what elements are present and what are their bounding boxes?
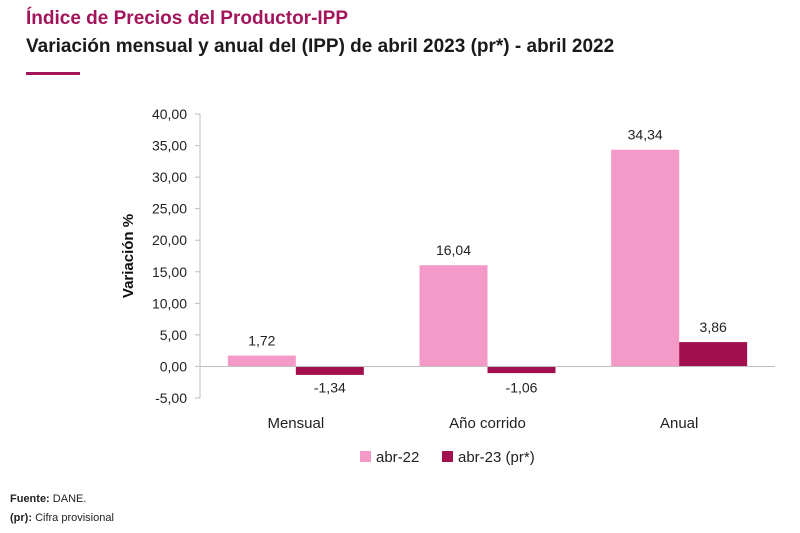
bar-abr-23-1 bbox=[487, 366, 556, 374]
footer-provisional: (pr): Cifra provisional bbox=[10, 512, 114, 524]
y-tick-label: 20,00 bbox=[152, 232, 187, 248]
legend-label: abr-22 bbox=[376, 449, 419, 466]
data-label: -1,34 bbox=[314, 379, 346, 395]
legend-swatch-1 bbox=[442, 451, 453, 462]
data-label: 16,04 bbox=[436, 242, 471, 258]
source-label: Fuente: bbox=[10, 493, 50, 505]
x-axis: Mensual Año corrido Anual bbox=[200, 365, 775, 432]
x-category-label: Año corrido bbox=[449, 415, 526, 432]
chart-title: Índice de Precios del Productor-IPP bbox=[26, 8, 349, 29]
y-tick-label: 30,00 bbox=[152, 169, 187, 185]
bars bbox=[227, 149, 748, 375]
data-label: 34,34 bbox=[628, 127, 663, 143]
y-tick-label: 25,00 bbox=[152, 201, 187, 217]
y-axis-title: Variación % bbox=[120, 214, 137, 298]
footer-source: Fuente: DANE. bbox=[10, 493, 86, 505]
bar-abr-22-2 bbox=[611, 149, 680, 367]
bar-chart: -5,00 0,00 5,00 10,00 15,00 20,00 25,00 30,00 35… bbox=[120, 106, 775, 466]
bar-abr-22-0 bbox=[227, 355, 296, 367]
x-category-label: Anual bbox=[660, 415, 698, 432]
bar-abr-23-0 bbox=[295, 366, 364, 375]
y-tick-label: 40,00 bbox=[152, 106, 187, 122]
y-tick-label: 10,00 bbox=[152, 295, 187, 311]
y-tick-label: -5,00 bbox=[155, 390, 187, 406]
provisional-label: (pr): bbox=[10, 512, 32, 524]
y-tick-label: 35,00 bbox=[152, 138, 187, 154]
provisional-value: Cifra provisional bbox=[35, 512, 114, 524]
y-tick-label: 0,00 bbox=[160, 358, 187, 374]
data-label: 3,86 bbox=[700, 319, 727, 335]
data-label: 1,72 bbox=[248, 333, 275, 349]
legend-swatch-0 bbox=[360, 451, 371, 462]
x-category-label: Mensual bbox=[267, 415, 324, 432]
accent-rule bbox=[26, 72, 80, 75]
bar-abr-23-2 bbox=[679, 342, 748, 367]
y-axis: -5,00 0,00 5,00 10,00 15,00 20,00 25,00 30,00 35… bbox=[120, 106, 201, 406]
y-tick-label: 5,00 bbox=[160, 327, 187, 343]
source-value: DANE. bbox=[52, 493, 87, 505]
data-labels: 1,72 -1,34 16,04 -1,06 34,34 3,86 bbox=[248, 127, 727, 396]
bar-abr-22-1 bbox=[419, 265, 488, 367]
legend: abr-22 abr-23 (pr*) bbox=[360, 449, 535, 466]
chart-subtitle: Variación mensual y anual del (IPP) de a… bbox=[26, 36, 615, 57]
legend-label: abr-23 (pr*) bbox=[458, 449, 535, 466]
y-tick-label: 15,00 bbox=[152, 264, 187, 280]
data-label: -1,06 bbox=[506, 379, 538, 395]
